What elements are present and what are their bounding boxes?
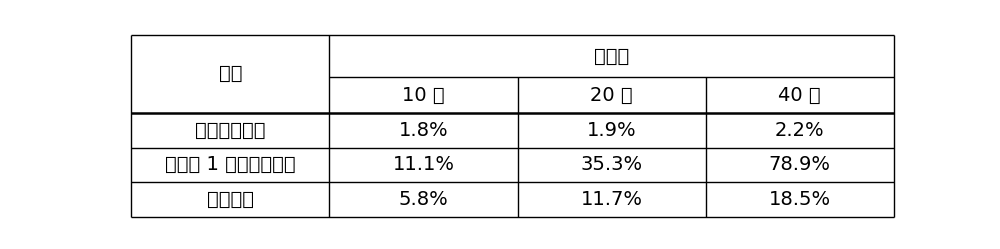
Text: 10 天: 10 天 xyxy=(402,86,445,105)
Text: 2.2%: 2.2% xyxy=(775,121,825,140)
Text: 5.8%: 5.8% xyxy=(399,190,448,209)
Text: 实施例 1 的微生物菌群: 实施例 1 的微生物菌群 xyxy=(165,155,296,174)
Text: 空白未加菌群: 空白未加菌群 xyxy=(195,121,266,140)
Text: 35.3%: 35.3% xyxy=(581,155,643,174)
Text: 20 天: 20 天 xyxy=(590,86,633,105)
Text: 降解率: 降解率 xyxy=(594,47,629,65)
Text: 18.5%: 18.5% xyxy=(769,190,831,209)
Text: 40 天: 40 天 xyxy=(778,86,821,105)
Text: 78.9%: 78.9% xyxy=(769,155,831,174)
Text: 1.9%: 1.9% xyxy=(587,121,636,140)
Text: 11.7%: 11.7% xyxy=(581,190,643,209)
Text: 1.8%: 1.8% xyxy=(399,121,448,140)
Text: 菌群: 菌群 xyxy=(219,64,242,83)
Text: 11.1%: 11.1% xyxy=(393,155,455,174)
Text: 一般菌群: 一般菌群 xyxy=(207,190,254,209)
